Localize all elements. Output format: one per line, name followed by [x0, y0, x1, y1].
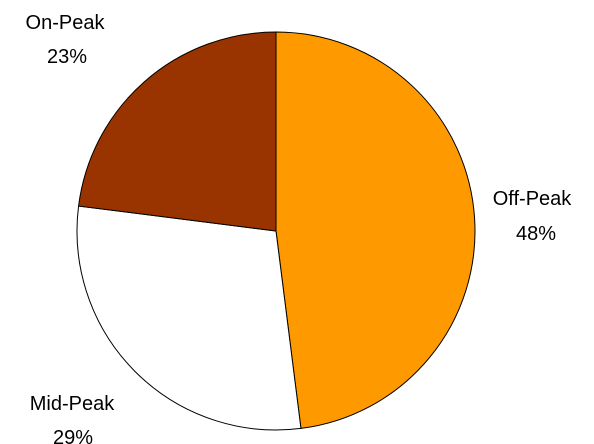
slice-label-mid-peak-percent: 29%: [53, 427, 93, 444]
pie-labels: Off-Peak 48% Mid-Peak 29% On-Peak 23%: [26, 12, 573, 444]
pie-slice-mid-peak: [76, 205, 302, 431]
pie-slice-off-peak: [275, 31, 476, 429]
slice-label-off-peak-name: Off-Peak: [493, 188, 573, 210]
slice-label-on-peak-name: On-Peak: [26, 12, 106, 34]
pie-slice-on-peak: [78, 31, 277, 232]
pie-slices: [76, 31, 476, 431]
slice-label-mid-peak-name: Mid-Peak: [30, 393, 115, 415]
slice-label-off-peak-percent: 48%: [516, 223, 556, 245]
slice-label-on-peak-percent: 23%: [47, 46, 87, 68]
